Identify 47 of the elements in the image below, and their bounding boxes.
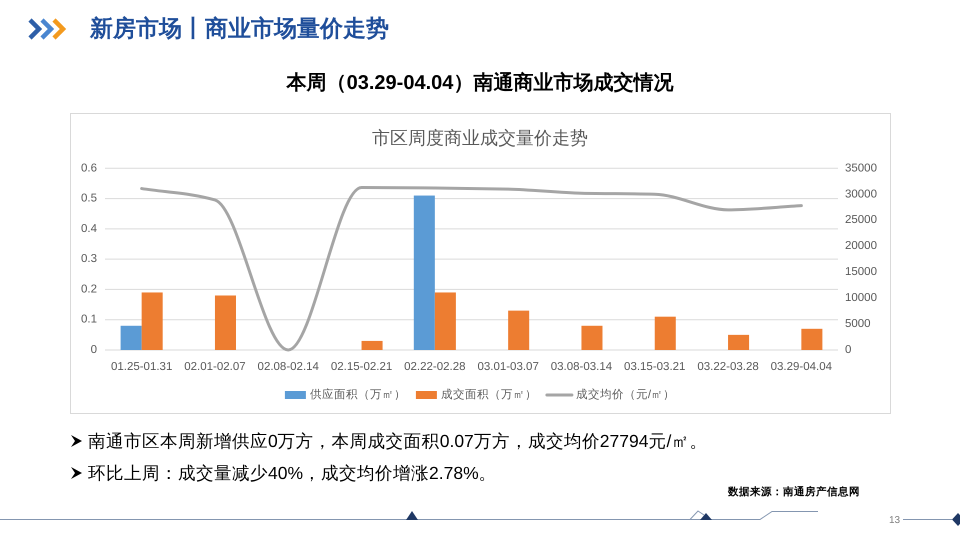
bar: [120, 326, 142, 350]
bar: [801, 328, 822, 350]
x-tick-label: 01.25-01.31: [110, 361, 172, 374]
chart-title: 市区周度商业成交量价走势: [372, 128, 588, 148]
y-tick-label: 0.4: [81, 222, 98, 235]
x-tick-label: 03.29-04.04: [770, 361, 833, 374]
y-tick-label: 0.6: [81, 162, 97, 174]
legend-label: 成交面积（万㎡）: [440, 387, 537, 402]
line-series: [140, 186, 803, 352]
chart-subtitle: 本周（03.29-04.04）南通商业市场成交情况: [286, 71, 674, 94]
y-tick-label: 0.1: [81, 314, 97, 326]
bar: [214, 295, 236, 350]
y-tick-label: 0.3: [81, 253, 97, 266]
x-tick-label: 03.22-03.28: [697, 361, 759, 374]
legend-label: 供应面积（万㎡）: [310, 387, 406, 402]
legend-label: 成交均价（元/㎡）: [576, 387, 676, 402]
y2-tick-label: 0: [845, 344, 852, 356]
bar: [508, 310, 530, 350]
source-note: 数据来源：南通房产信息网: [727, 485, 860, 498]
y2-tick-label: 25000: [845, 214, 877, 226]
y2-tick-label: 15000: [845, 266, 877, 278]
y-tick-label: 0.5: [81, 192, 97, 205]
x-tick-label: 02.08-02.14: [258, 361, 320, 374]
text: 南通市区本周新增供应0万方，本周成交面积0.07万方，成交均价27794元/㎡。: [88, 431, 708, 451]
y-tick-label: 0.2: [81, 283, 97, 296]
bar: [654, 316, 676, 350]
y2-tick-label: 35000: [845, 162, 877, 174]
text: 环比上周：成交量减少40%，成交均价增涨2.78%。: [88, 463, 497, 483]
text: 新房市场丨商业市场量价走势: [89, 15, 389, 41]
y2-tick-label: 30000: [845, 188, 877, 200]
x-tick-label: 02.01-02.07: [184, 361, 246, 374]
bar: [581, 326, 602, 350]
bar: [142, 292, 163, 350]
bar: [728, 334, 750, 350]
y2-tick-label: 10000: [845, 292, 877, 304]
bar: [362, 340, 383, 350]
bar: [434, 292, 456, 350]
x-tick-label: 02.15-02.21: [330, 361, 392, 374]
x-tick-label: 03.15-03.21: [624, 361, 686, 374]
y2-tick-label: 5000: [845, 318, 871, 330]
x-tick-label: 03.08-03.14: [550, 361, 613, 374]
y-tick-label: 0: [90, 344, 97, 356]
y2-tick-label: 20000: [845, 240, 877, 252]
x-tick-label: 02.22-02.28: [404, 361, 466, 374]
bar: [414, 196, 435, 350]
x-tick-label: 03.01-03.07: [477, 361, 539, 374]
text: 13: [889, 515, 901, 526]
